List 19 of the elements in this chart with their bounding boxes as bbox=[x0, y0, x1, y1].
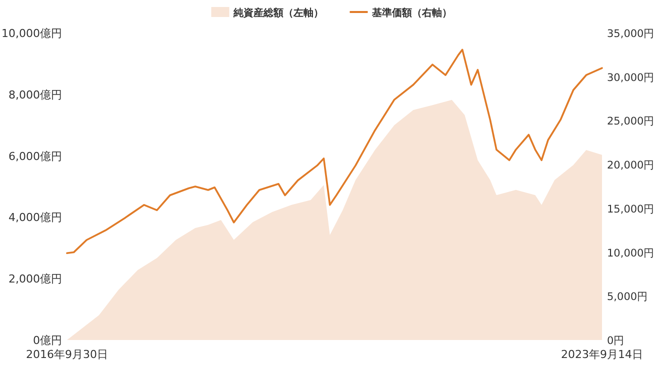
x-tick-label: 2023年9月14日 bbox=[561, 348, 643, 361]
y2-tick-label: 5,000円 bbox=[607, 291, 648, 304]
y-tick-label: 8,000億円 bbox=[8, 88, 62, 102]
y2-tick-label: 20,000円 bbox=[607, 160, 655, 172]
y-tick-label: 10,000億円 bbox=[2, 27, 62, 40]
y2-tick-label: 0円 bbox=[607, 335, 625, 347]
y2-tick-label: 10,000円 bbox=[607, 247, 655, 260]
y-tick-label: 4,000億円 bbox=[8, 211, 62, 224]
y2-tick-label: 25,000円 bbox=[607, 116, 655, 128]
legend-label: 純資産総額（左軸） bbox=[232, 7, 324, 19]
legend-label: 基準価額（右軸） bbox=[370, 7, 452, 19]
y2-tick-label: 15,000円 bbox=[607, 203, 655, 216]
y-tick-label: 0億円 bbox=[33, 334, 62, 347]
line-series bbox=[66, 48, 603, 254]
y-tick-label: 2,000億円 bbox=[8, 272, 62, 286]
x-tick-label: 2016年9月30日 bbox=[26, 348, 108, 361]
y-tick-label: 6,000億円 bbox=[8, 150, 62, 163]
y2-tick-label: 35,000円 bbox=[607, 28, 655, 40]
y2-tick-label: 30,000円 bbox=[607, 72, 655, 84]
